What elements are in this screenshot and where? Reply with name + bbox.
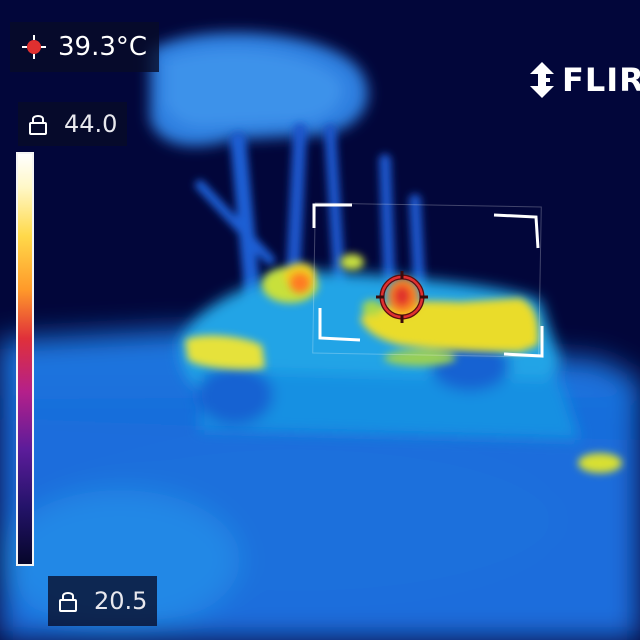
measurement-box [312,203,544,358]
spot-temperature-value: 39.3°C [58,32,148,62]
lock-icon [59,592,77,612]
brand-name: FLIR [562,61,640,99]
lock-icon [29,115,47,135]
flir-logo-icon [530,62,554,98]
scale-max-value: 44.0 [64,110,118,138]
crosshair-icon [22,35,46,59]
scale-min-value: 20.5 [94,587,148,615]
scale-min-readout[interactable]: 20.5 [48,576,158,626]
color-scale-bar [16,152,34,566]
spot-temperature-readout: 39.3°C [10,22,160,72]
scale-max-readout[interactable]: 44.0 [18,102,128,146]
spot-marker [376,271,428,323]
flir-logo: FLIR [526,60,640,100]
